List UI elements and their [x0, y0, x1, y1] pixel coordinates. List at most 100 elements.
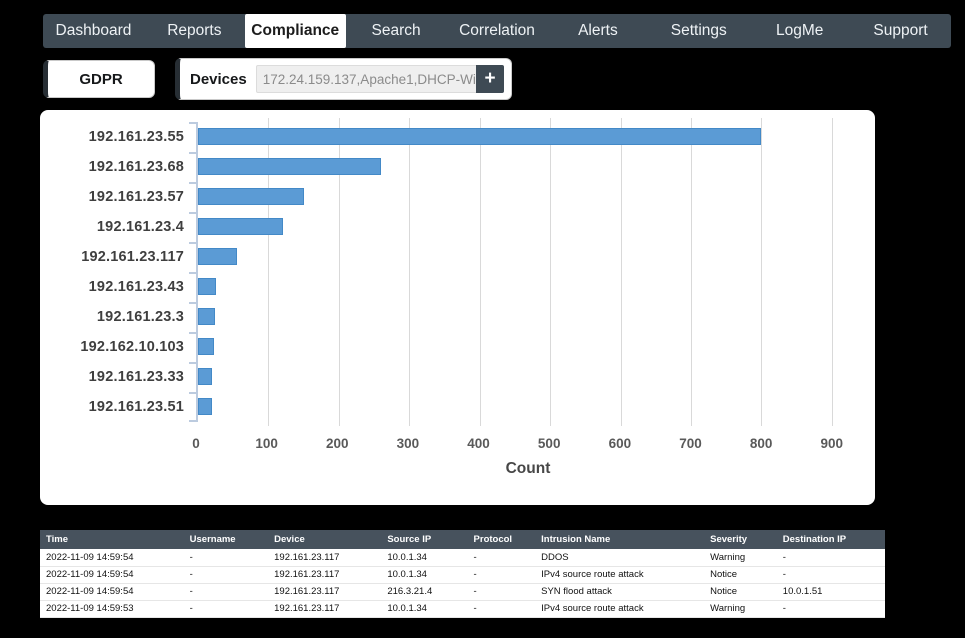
bar-192.161.23.3[interactable]: [198, 308, 215, 325]
table-cell: 2022-11-09 14:59:54: [40, 566, 184, 584]
y-axis-label: 192.161.23.43: [88, 279, 184, 295]
bar-track: [198, 302, 860, 332]
table-cell: 2022-11-09 14:59:53: [40, 600, 184, 618]
table-header-row: Time Username Device Source IP Protocol Intru…: [40, 530, 885, 549]
x-tick-label-900: 900: [820, 436, 843, 451]
bar-track: [198, 392, 860, 422]
bar-track: [198, 122, 860, 152]
table-row[interactable]: 2022-11-09 14:59:54-192.161.23.117 10.0.1…: [40, 549, 885, 567]
table-cell: Warning: [704, 549, 777, 567]
table-cell: -: [183, 549, 269, 567]
bar-192.161.23.4[interactable]: [198, 218, 283, 235]
intrusion-events-table: Time Username Device Source IP Protocol Intru…: [40, 530, 885, 618]
gdpr-button[interactable]: GDPR: [43, 60, 155, 98]
chart-row: 192.162.10.103: [40, 332, 875, 362]
nav-item-reports[interactable]: Reports: [167, 22, 222, 39]
add-device-button[interactable]: +: [476, 65, 504, 93]
y-axis-tick: [189, 392, 197, 394]
table-cell: 216.3.21.4: [381, 583, 468, 601]
column-header-time[interactable]: Time: [40, 530, 184, 549]
x-tick-label-200: 200: [326, 436, 349, 451]
table-cell: -: [183, 600, 269, 618]
gridline-400: [479, 118, 481, 426]
bar-192.161.23.68[interactable]: [198, 158, 382, 175]
chart-plot-area: [189, 118, 860, 426]
chart-x-axis-title: Count: [505, 460, 551, 477]
bar-track: [198, 272, 860, 302]
table-cell: 10.0.1.51: [776, 583, 885, 601]
column-header-username[interactable]: Username: [183, 530, 269, 549]
table-cell: -: [183, 583, 269, 601]
table-cell: -: [776, 600, 885, 618]
table-row[interactable]: 2022-11-09 14:59:54-192.161.23.117 216.3.…: [40, 583, 885, 601]
y-axis-label: 192.161.23.68: [88, 159, 184, 175]
column-header-destination-ip[interactable]: Destination IP: [776, 530, 885, 549]
column-header-severity[interactable]: Severity: [704, 530, 777, 549]
table-cell: DDOS: [535, 549, 705, 567]
nav-item-compliance[interactable]: Compliance: [244, 14, 346, 48]
y-axis-tick: [189, 272, 197, 274]
bar-192.161.23.117[interactable]: [198, 248, 237, 265]
bar-track: [198, 332, 860, 362]
gridline-100: [268, 118, 270, 426]
nav-item-support[interactable]: Support: [873, 22, 928, 39]
chart-row: 192.161.23.51: [40, 392, 875, 422]
y-axis-label: 192.161.23.55: [88, 129, 184, 145]
table-cell: IPv4 source route attack: [535, 566, 705, 584]
table-cell: SYN flood attack: [535, 583, 705, 601]
x-tick-label-800: 800: [749, 436, 773, 451]
table-cell: -: [467, 566, 536, 584]
gridline-600: [620, 118, 622, 426]
chart-row: 192.161.23.68: [40, 152, 875, 182]
plus-icon: +: [484, 68, 496, 89]
nav-item-dashboard[interactable]: Dashboard: [55, 22, 132, 39]
nav-item-settings[interactable]: Settings: [670, 22, 727, 39]
column-header-intrusion-name[interactable]: Intrusion Name: [535, 530, 705, 549]
devices-panel: Devices 172.24.159.137,Apache1,DHCP-Wind…: [175, 58, 512, 100]
column-header-source-ip[interactable]: Source IP: [381, 530, 468, 549]
x-tick-label-300: 300: [396, 436, 420, 451]
nav-item-alerts[interactable]: Alerts: [578, 22, 618, 39]
nav-item-search[interactable]: Search: [371, 22, 421, 39]
devices-input[interactable]: 172.24.159.137,Apache1,DHCP-Wind ...: [255, 65, 476, 93]
y-axis-label: 192.161.23.117: [81, 249, 184, 265]
table-body: 2022-11-09 14:59:54-192.161.23.117 10.0.1…: [40, 549, 885, 618]
gridline-900: [831, 118, 833, 426]
y-axis-tick: [189, 302, 197, 304]
nav-item-correlation[interactable]: Correlation: [459, 22, 535, 39]
chart-row: 192.161.23.43: [40, 272, 875, 302]
x-tick-label-700: 700: [679, 436, 702, 451]
table-cell: Notice: [704, 566, 777, 584]
table-cell: Notice: [704, 583, 777, 601]
nav-item-logme[interactable]: LogMe: [775, 22, 824, 39]
table-row[interactable]: 2022-11-09 14:59:53-192.161.23.117 10.0.1…: [40, 600, 885, 618]
gridline-700: [690, 118, 692, 426]
table-cell: 10.0.1.34: [381, 600, 468, 618]
table-cell: -: [776, 566, 885, 584]
bar-192.161.23.33[interactable]: [198, 368, 213, 385]
bar-192.161.23.51[interactable]: [198, 398, 213, 415]
table-cell: 192.161.23.117: [268, 549, 382, 567]
chart-row: 192.161.23.4: [40, 212, 875, 242]
table-cell: 192.161.23.117: [268, 600, 382, 618]
column-header-protocol[interactable]: Protocol: [467, 530, 536, 549]
bar-192.162.10.103[interactable]: [198, 338, 215, 355]
bar-track: [198, 242, 860, 272]
y-axis-label: 192.161.23.57: [88, 189, 184, 205]
x-tick-label-500: 500: [537, 436, 561, 451]
gridline-200: [338, 118, 340, 426]
table-row[interactable]: 2022-11-09 14:59:54-192.161.23.117 10.0.1…: [40, 566, 885, 584]
y-axis-label: 192.161.23.51: [88, 399, 184, 415]
y-axis-tick: [189, 152, 197, 154]
bar-192.161.23.55[interactable]: [198, 128, 762, 145]
column-header-device[interactable]: Device: [268, 530, 382, 549]
bar-192.161.23.57[interactable]: [198, 188, 304, 205]
table-cell: -: [467, 583, 536, 601]
bar-192.161.23.43[interactable]: [198, 278, 217, 295]
chart-row: 192.161.23.33: [40, 362, 875, 392]
y-axis-tick: [189, 332, 197, 334]
table-cell: 10.0.1.34: [381, 549, 468, 567]
table-cell: IPv4 source route attack: [535, 600, 705, 618]
y-axis-tick: [189, 420, 197, 422]
